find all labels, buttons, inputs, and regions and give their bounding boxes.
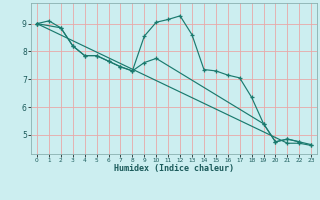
X-axis label: Humidex (Indice chaleur): Humidex (Indice chaleur) xyxy=(114,164,234,173)
